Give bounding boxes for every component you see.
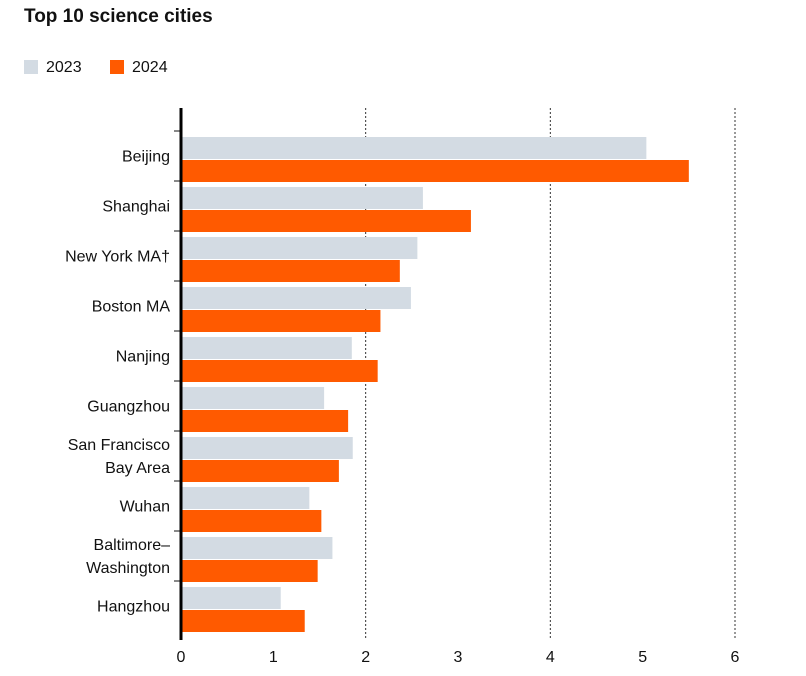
bar xyxy=(181,587,281,609)
bar xyxy=(181,437,353,459)
x-tick-label: 4 xyxy=(546,649,555,666)
x-tick-label: 0 xyxy=(177,649,186,666)
bar xyxy=(181,537,333,559)
y-tick-label: Hangzhou xyxy=(97,598,170,616)
chart-title: Top 10 science cities xyxy=(24,6,213,27)
y-tick-label: Wuhan xyxy=(119,498,170,516)
bar xyxy=(181,137,647,159)
x-tick-label: 3 xyxy=(454,649,463,666)
bar xyxy=(181,337,352,359)
bar xyxy=(181,360,378,382)
bar xyxy=(181,160,689,182)
bar xyxy=(181,410,349,432)
legend-swatch xyxy=(110,60,124,74)
y-tick-label: Nanjing xyxy=(115,348,170,366)
bar xyxy=(181,287,411,309)
y-tick-label: Guangzhou xyxy=(87,398,170,416)
legend-label: 2024 xyxy=(132,59,168,76)
y-tick-label: Shanghai xyxy=(102,198,170,216)
bar xyxy=(181,237,418,259)
bar xyxy=(181,610,305,632)
bar xyxy=(181,560,318,582)
x-tick-label: 5 xyxy=(638,649,647,666)
y-tick-label: Beijing xyxy=(121,148,170,166)
legend-label: 2023 xyxy=(46,59,82,76)
legend-swatch xyxy=(24,60,38,74)
bar xyxy=(181,387,325,409)
bar xyxy=(181,487,310,509)
bar xyxy=(181,210,471,232)
y-tick-label: Boston MA xyxy=(91,298,170,316)
y-tick-label: New York MA† xyxy=(65,248,170,266)
bar xyxy=(181,310,381,332)
bar xyxy=(181,510,322,532)
y-tick-label: Baltimore– Washington xyxy=(86,537,170,577)
x-tick-label: 2 xyxy=(361,649,370,666)
x-tick-label: 1 xyxy=(269,649,278,666)
bar xyxy=(181,260,400,282)
bar xyxy=(181,460,339,482)
bar xyxy=(181,187,423,209)
x-tick-label: 6 xyxy=(731,649,740,666)
y-tick-label: San Francisco Bay Area xyxy=(67,437,170,477)
